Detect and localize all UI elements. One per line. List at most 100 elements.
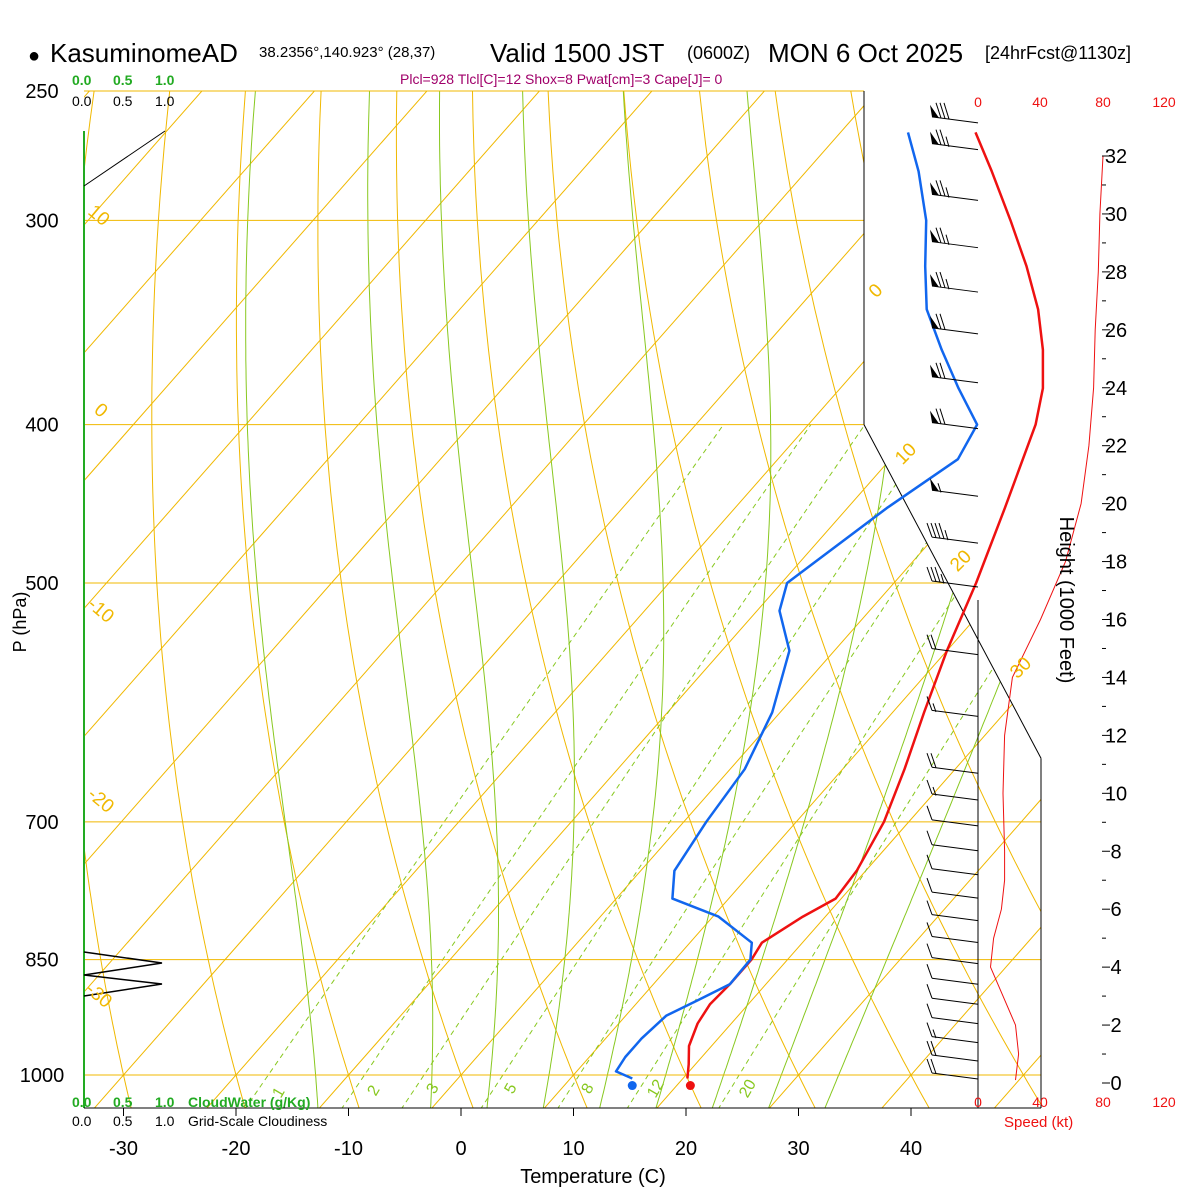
grid-scale-bottom-2: 1.0	[155, 1113, 175, 1129]
mixing-ratio-line	[625, 424, 1041, 1108]
dry-adiabat-label: 10	[84, 201, 114, 231]
wind-panel	[926, 102, 1104, 1081]
dry-adiabat-line	[471, 91, 703, 1108]
speed-tick-bottom-3: 120	[1152, 1094, 1176, 1110]
cloud-water-label: CloudWater (g/Kg)	[188, 1094, 310, 1110]
moist-adiabat-line	[598, 91, 665, 1108]
wind-barb-half	[945, 234, 950, 246]
isotherm-line	[655, 91, 1041, 1108]
moist-adiabat-line	[439, 91, 499, 1108]
wind-barb-staff	[931, 957, 979, 965]
wind-barb	[926, 1058, 979, 1080]
valid-time: Valid 1500 JST	[490, 38, 665, 68]
isotherm-line	[880, 91, 1041, 1108]
moist-adiabat-line	[245, 91, 319, 1108]
wind-barb-half	[940, 573, 945, 584]
dry-adiabat-line	[1185, 0, 1200, 1110]
height-tick-label: 26	[1105, 320, 1127, 342]
valid-date: MON 6 Oct 2025	[768, 38, 963, 68]
isotherm-line	[542, 91, 1041, 1108]
wind-barb-flag	[930, 131, 939, 145]
dry-adiabat-label: 0	[90, 399, 112, 422]
wind-barb-staff	[931, 891, 979, 899]
wind-barb	[926, 753, 979, 774]
moist-adiabat-line	[367, 91, 434, 1108]
height-tick-label: 2	[1110, 1015, 1121, 1037]
dry-adiabat-line	[84, 91, 132, 1108]
height-tick-label: 30	[1105, 204, 1127, 226]
grid-scale-bottom-0: 0.0	[72, 1113, 92, 1129]
dry-adiabat-line	[395, 91, 589, 1108]
mixing-ratio-label: 5	[502, 1081, 521, 1097]
dry-adiabat-label: 30	[1006, 653, 1036, 683]
wind-barb-staff	[931, 1017, 979, 1025]
wind-barb-staff	[931, 1054, 979, 1062]
dry-adiabat-label: -10	[83, 594, 118, 628]
wind-barb-flag	[930, 274, 939, 288]
height-tick-label: 24	[1105, 378, 1127, 400]
isotherm-line	[84, 91, 567, 1108]
moist-adiabat-line	[521, 91, 575, 1108]
wind-barb-half	[932, 786, 937, 796]
wind-barb-staff	[931, 536, 979, 544]
thermo-grid	[84, 0, 1200, 1110]
dry-adiabat-label: 20	[946, 546, 976, 576]
pressure-tick-label: 700	[25, 812, 58, 834]
height-tick-label: 6	[1110, 899, 1121, 921]
cloud-scale-bottom-1: 0.5	[113, 1094, 133, 1110]
wind-barb-full	[926, 900, 933, 915]
wind-barb-half	[937, 483, 942, 493]
mixing-ratio-line	[400, 424, 866, 1108]
wind-barb	[926, 779, 979, 801]
wind-barb	[926, 696, 979, 717]
wind-barb-full	[930, 753, 937, 768]
forecast-label: [24hrFcst@1130z]	[985, 43, 1131, 63]
wind-barb	[926, 522, 979, 544]
dry-adiabat-line	[317, 91, 475, 1108]
isobars	[84, 90, 1041, 1076]
moist-adiabat-line	[823, 91, 1041, 1108]
wind-barb-staff	[931, 868, 979, 876]
wind-barb-full	[926, 830, 933, 845]
isotherm-line	[767, 91, 1041, 1108]
speed-tick-top-0: 0	[974, 94, 982, 110]
wind-barb-full	[943, 102, 950, 120]
wind-barb-staff	[931, 935, 979, 943]
dry-adiabat-label: -20	[83, 784, 118, 818]
wind-barb-full	[939, 313, 946, 330]
height-tick-label: 10	[1105, 783, 1127, 805]
temperature-tick-label: 40	[900, 1138, 922, 1160]
wind-barb-staff	[931, 285, 979, 293]
isotherm-line	[84, 91, 792, 1108]
wind-barb-half	[945, 278, 950, 290]
station-name: KasuminomeAD	[50, 38, 238, 68]
temperature-tick-label: 10	[562, 1138, 584, 1160]
wind-barb-staff	[931, 914, 979, 922]
speed-tick-top-3: 120	[1152, 94, 1176, 110]
wind-barb-full	[926, 877, 933, 893]
wind-barb	[930, 227, 979, 249]
wind-barb-full	[939, 362, 946, 379]
height-tick-label: 16	[1105, 610, 1127, 632]
wind-barb-staff	[931, 819, 979, 827]
wind-barb	[926, 900, 979, 922]
wind-barb	[930, 102, 979, 124]
cloud-scale-bottom-0: 0.0	[72, 1094, 92, 1110]
wind-barb-full	[935, 313, 942, 330]
isotherm-line	[430, 91, 1041, 1108]
wind-barb-staff	[931, 193, 979, 201]
dry-adiabat-label: 10	[891, 439, 921, 469]
valid-zulu: (0600Z)	[687, 43, 750, 63]
wind-barb-staff	[931, 376, 979, 384]
temperature-tick-label: 0	[455, 1138, 466, 1160]
dry-adiabat-line	[235, 91, 361, 1108]
wind-barb-full	[926, 854, 933, 869]
wind-barb	[926, 877, 979, 899]
height-tick-label: 18	[1105, 552, 1127, 574]
wind-barb-staff	[931, 648, 979, 656]
isotherm-line	[205, 91, 1041, 1108]
wind-barb-staff	[931, 241, 979, 249]
wind-barb-full	[935, 271, 942, 288]
wind-barb	[926, 634, 979, 656]
speed-tick-bottom-1: 40	[1032, 1094, 1048, 1110]
